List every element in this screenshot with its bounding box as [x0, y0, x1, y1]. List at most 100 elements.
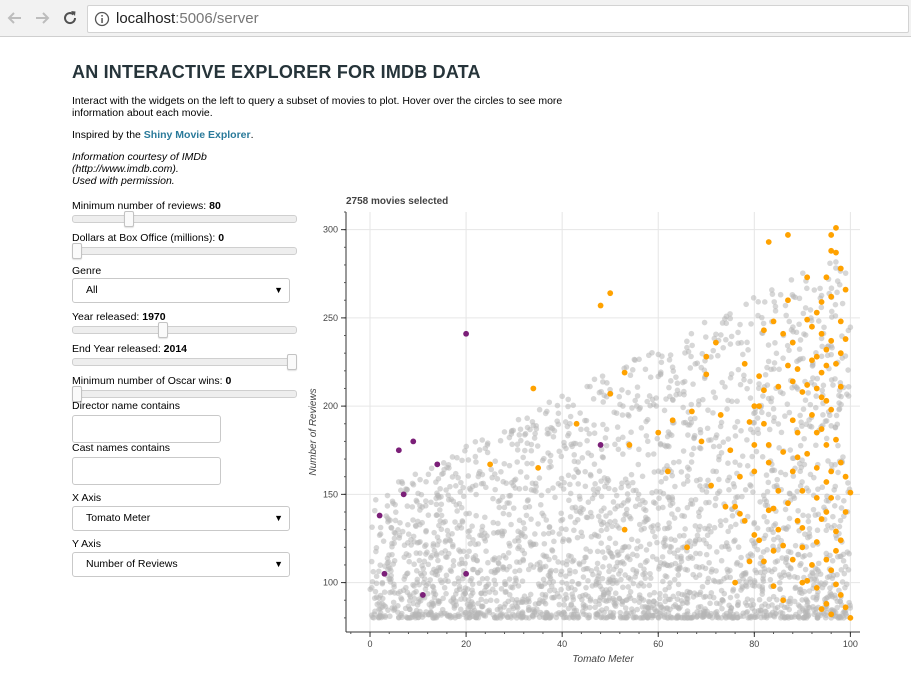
movie-point[interactable] [810, 375, 816, 381]
movie-point[interactable] [747, 395, 754, 401]
movie-point[interactable] [523, 474, 530, 480]
movie-point[interactable] [593, 566, 600, 572]
movie-point[interactable] [501, 429, 508, 435]
movie-point[interactable] [735, 366, 742, 373]
movie-point[interactable] [646, 541, 653, 547]
movie-point[interactable] [661, 613, 667, 619]
movie-point[interactable] [450, 562, 457, 569]
movie-point[interactable] [641, 519, 648, 525]
movie-point[interactable] [719, 320, 726, 326]
movie-point[interactable] [698, 364, 705, 371]
movie-point-award[interactable] [823, 362, 830, 369]
movie-point[interactable] [838, 401, 844, 408]
movie-point[interactable] [628, 536, 635, 543]
movie-point[interactable] [504, 500, 510, 506]
movie-point[interactable] [668, 378, 674, 384]
movie-point[interactable] [763, 608, 769, 615]
movie-point[interactable] [647, 374, 654, 381]
movie-point[interactable] [506, 511, 512, 518]
movie-point[interactable] [638, 615, 645, 621]
movie-point[interactable] [723, 336, 729, 343]
movie-point[interactable] [749, 597, 755, 603]
movie-point-award[interactable] [799, 487, 806, 494]
movie-point[interactable] [369, 578, 376, 585]
movie-point[interactable] [775, 421, 782, 427]
movie-point[interactable] [459, 518, 466, 524]
movie-point[interactable] [632, 397, 638, 404]
movie-point[interactable] [796, 295, 803, 302]
movie-point[interactable] [638, 580, 644, 586]
movie-point[interactable] [571, 452, 578, 458]
movie-point[interactable] [544, 610, 550, 616]
movie-point[interactable] [813, 577, 820, 584]
movie-point[interactable] [837, 553, 843, 560]
movie-point[interactable] [435, 598, 442, 604]
movie-point[interactable] [506, 591, 513, 598]
movie-point[interactable] [628, 471, 635, 478]
movie-point-award[interactable] [837, 383, 844, 390]
movie-point[interactable] [696, 398, 702, 404]
x-axis-select[interactable]: Tomato Meter ▼ [72, 506, 290, 531]
movie-point[interactable] [604, 380, 610, 386]
movie-point[interactable] [761, 614, 768, 621]
movie-point[interactable] [578, 529, 585, 536]
movie-point[interactable] [532, 601, 539, 607]
movie-point-award[interactable] [780, 449, 787, 455]
movie-point-award[interactable] [794, 366, 801, 372]
movie-point[interactable] [483, 548, 489, 554]
movie-point[interactable] [514, 459, 520, 465]
movie-point-award[interactable] [761, 387, 767, 394]
movie-point[interactable] [509, 441, 515, 448]
movie-point[interactable] [616, 595, 623, 602]
movie-point[interactable] [561, 439, 567, 446]
movie-point[interactable] [439, 579, 445, 586]
movie-point[interactable] [769, 568, 775, 575]
movie-point[interactable] [603, 526, 610, 533]
movie-point[interactable] [506, 563, 513, 570]
movie-point[interactable] [602, 554, 608, 561]
movie-point[interactable] [710, 468, 716, 475]
movie-point-award[interactable] [804, 382, 811, 388]
movie-point[interactable] [431, 529, 437, 536]
movie-point[interactable] [524, 424, 531, 431]
movie-point[interactable] [805, 518, 812, 525]
movie-point[interactable] [558, 525, 565, 532]
movie-point[interactable] [591, 422, 597, 428]
movie-point[interactable] [490, 519, 497, 526]
movie-point-award[interactable] [770, 505, 777, 512]
movie-point[interactable] [522, 504, 529, 511]
movie-point[interactable] [641, 609, 648, 615]
movie-point[interactable] [805, 488, 812, 494]
movie-point-award[interactable] [837, 265, 844, 272]
movie-point[interactable] [704, 608, 710, 615]
movie-point-award[interactable] [708, 482, 714, 489]
movie-point[interactable] [434, 534, 441, 540]
movie-point[interactable] [639, 473, 646, 480]
movie-point[interactable] [591, 461, 598, 467]
movie-point[interactable] [698, 506, 704, 513]
movie-point-award[interactable] [833, 581, 839, 588]
movie-point[interactable] [606, 535, 613, 542]
movie-point[interactable] [712, 495, 719, 502]
movie-point[interactable] [774, 596, 780, 603]
movie-point[interactable] [671, 515, 678, 521]
movie-point[interactable] [506, 576, 513, 582]
movie-point[interactable] [532, 531, 538, 537]
movie-point[interactable] [735, 614, 741, 621]
movie-point[interactable] [728, 605, 735, 611]
movie-point[interactable] [617, 401, 623, 408]
movie-point[interactable] [649, 489, 655, 496]
movie-point-award[interactable] [737, 473, 743, 480]
movie-point-award[interactable] [842, 604, 849, 611]
movie-point[interactable] [685, 422, 691, 428]
movie-point[interactable] [535, 521, 541, 527]
movie-point[interactable] [668, 536, 674, 542]
movie-point[interactable] [515, 583, 522, 589]
movie-point[interactable] [545, 530, 552, 537]
movie-point[interactable] [818, 335, 825, 342]
movie-point[interactable] [831, 502, 838, 509]
movie-point[interactable] [735, 329, 741, 336]
movie-point[interactable] [563, 580, 570, 587]
movie-point-award[interactable] [833, 224, 839, 231]
movie-point-award[interactable] [818, 330, 825, 337]
